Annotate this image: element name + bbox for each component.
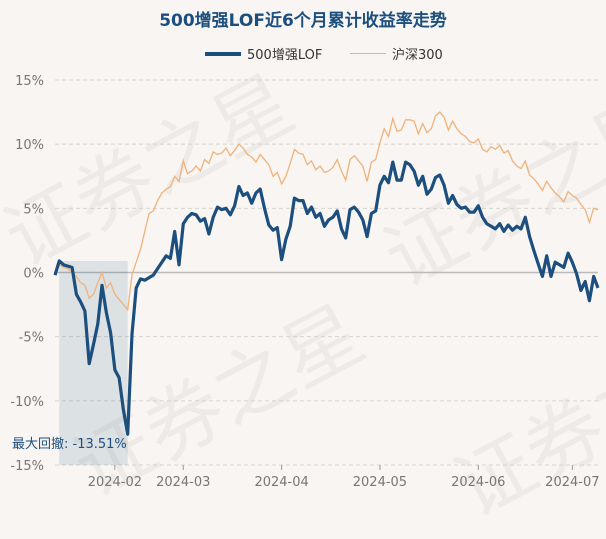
x-axis: 2024-02 2024-03 2024-04 2024-05 2024-06 2024-…	[88, 465, 600, 490]
x-tick-label: 2024-07	[545, 475, 599, 490]
grid	[55, 79, 598, 466]
x-tick-label: 2024-03	[156, 475, 210, 490]
x-tick-label: 2024-05	[353, 475, 407, 490]
x-tick-label: 2024-06	[451, 475, 505, 490]
line-chart: 15%10%5%0%-5%-10%-15% 2024-02 2024-03 2024…	[10, 74, 600, 490]
max-drawdown-label: 最大回撤: -13.51%	[12, 437, 127, 452]
chart-legend: 500增强LOF 沪深300	[0, 44, 606, 63]
x-tick-label: 2024-04	[254, 475, 308, 490]
y-tick-label: 5%	[23, 202, 44, 217]
y-tick-label: 15%	[15, 74, 44, 89]
y-tick-label: -5%	[19, 331, 44, 346]
legend-swatch-index	[350, 53, 386, 54]
series-line-index	[54, 111, 599, 312]
legend-label-fund: 500增强LOF	[247, 48, 323, 63]
y-tick-label: -15%	[10, 459, 44, 474]
x-tick-label: 2024-02	[88, 475, 142, 490]
y-axis: 15% 10% 5% 0% -5% -10% -15%	[10, 74, 44, 474]
legend-item-index[interactable]: 沪深300	[350, 44, 443, 63]
legend-label-index: 沪深300	[392, 48, 443, 63]
max-drawdown-area	[59, 260, 128, 465]
legend-swatch-fund	[205, 51, 241, 56]
y-tick-label: 0%	[23, 267, 44, 282]
legend-item-fund[interactable]: 500增强LOF	[205, 44, 322, 63]
y-tick-label: -10%	[10, 395, 44, 410]
series-line-fund	[53, 160, 600, 436]
chart-title: 500增强LOF近6个月累计收益率走势	[159, 11, 447, 31]
y-tick-label: 10%	[15, 138, 44, 153]
